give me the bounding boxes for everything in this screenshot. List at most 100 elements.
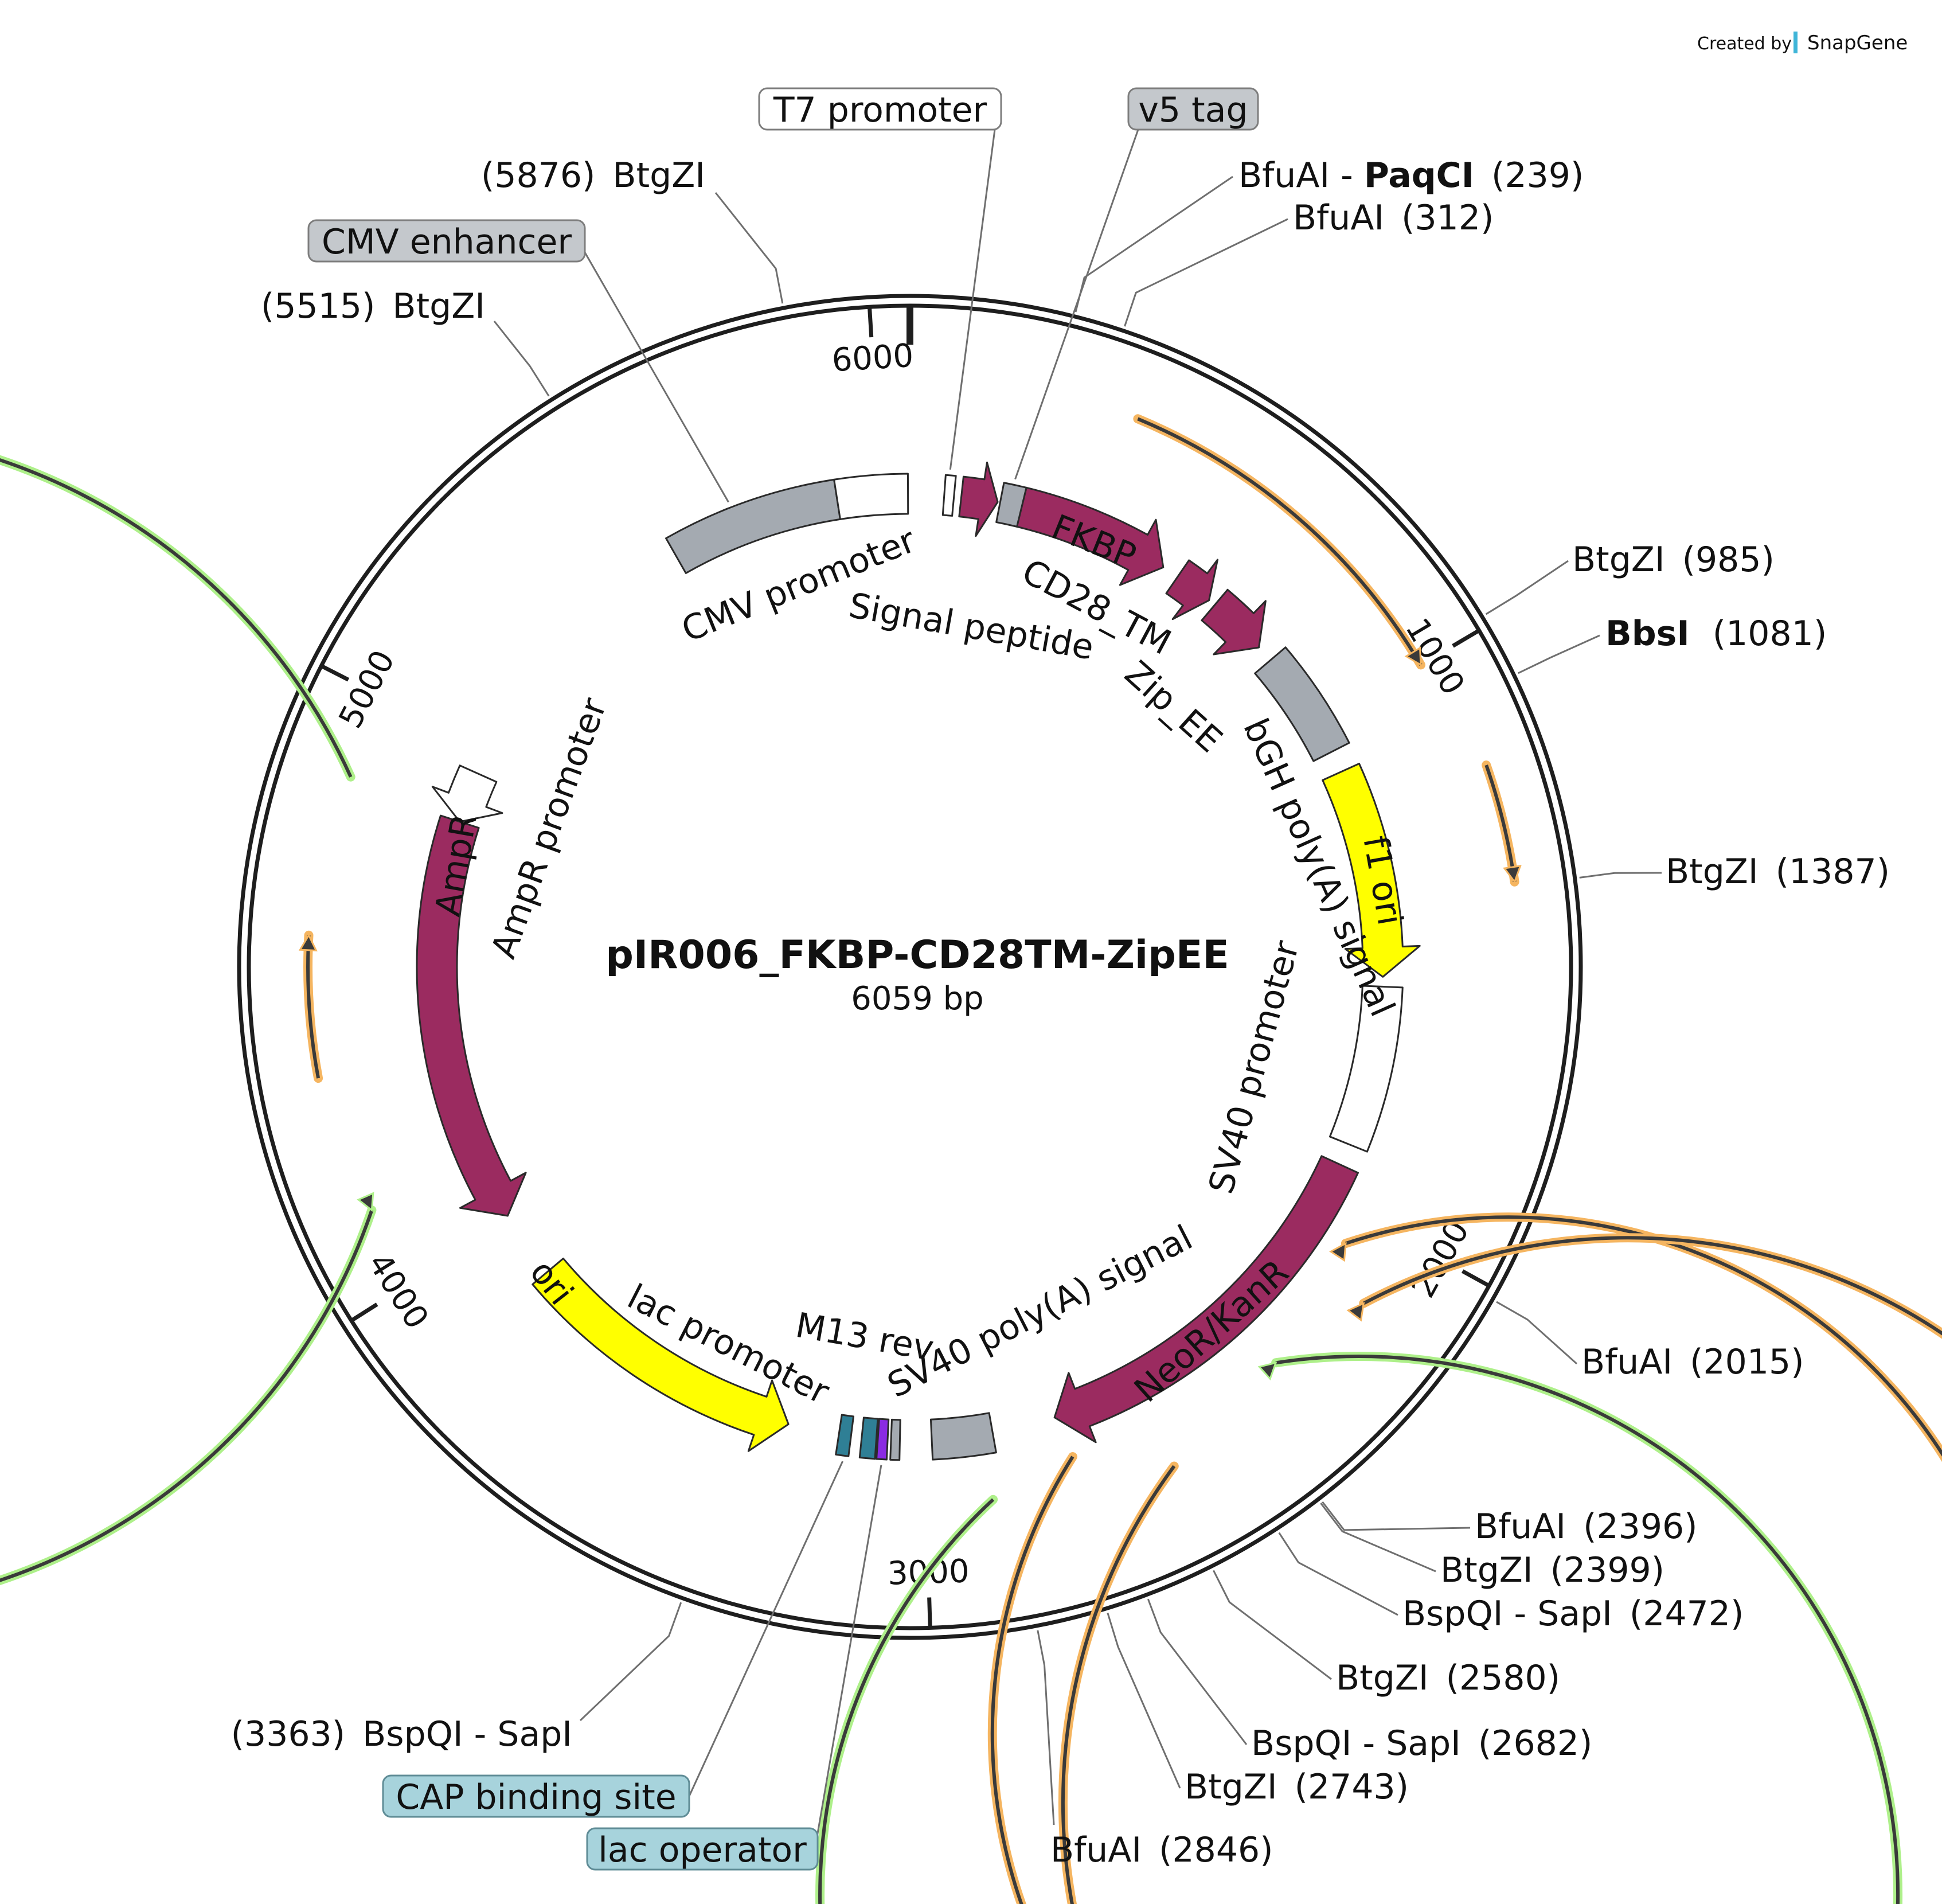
site-bbsi-text: BbsI (1081) bbox=[1605, 614, 1827, 654]
v5-tag-label: v5 tag bbox=[1138, 90, 1248, 130]
backbone-inner-circle bbox=[247, 303, 1573, 1630]
leader-feature-2 bbox=[1014, 129, 1139, 480]
site-btgzi-2743-text: BtgZI (2743) bbox=[1185, 1767, 1409, 1807]
snapgene-credit: Created by SnapGene bbox=[1697, 32, 1908, 54]
primer-2[interactable] bbox=[987, 1212, 1942, 1904]
primer-3[interactable] bbox=[1058, 1233, 1942, 1904]
site-label-btgzi-1387[interactable]: BtgZI (1387) bbox=[1666, 852, 1890, 892]
site-label-bspqi-2472[interactable]: BspQI - SapI (2472) bbox=[1402, 1594, 1744, 1634]
leader-btgzi5515 bbox=[493, 321, 550, 397]
feature-m13-rev[interactable] bbox=[889, 1418, 901, 1461]
tick-label-6000: 6000 bbox=[831, 337, 915, 380]
site-label-bbsi[interactable]: BbsI (1081) bbox=[1605, 614, 1827, 654]
leader-lines bbox=[493, 129, 1662, 1847]
feature-lac-operator[interactable] bbox=[876, 1418, 890, 1461]
feature-f1-ori[interactable] bbox=[1322, 762, 1421, 978]
tick-mark-4000 bbox=[351, 1302, 378, 1322]
zip-ee-label: Zip_EE bbox=[1117, 653, 1230, 760]
site-label-btgzi-5515[interactable]: (5515) BtgZI bbox=[261, 286, 485, 326]
site-btgzi-5876-text: (5876) BtgZI bbox=[481, 155, 705, 196]
feature-zip-ee[interactable] bbox=[1201, 588, 1267, 656]
leader-feature-0 bbox=[584, 252, 729, 503]
feature-ampr[interactable] bbox=[416, 814, 527, 1217]
feature-lac-promoter[interactable] bbox=[858, 1417, 879, 1460]
site-bspqi-2472-text: BspQI - SapI (2472) bbox=[1402, 1594, 1744, 1634]
feature-fkbp[interactable] bbox=[1016, 486, 1165, 586]
leader-paqci bbox=[1074, 175, 1233, 313]
leader-feature-1 bbox=[949, 129, 996, 470]
feature-cap-site[interactable] bbox=[835, 1414, 855, 1457]
credit-prefix: Created by bbox=[1697, 34, 1792, 54]
site-label-bspqi-3363[interactable]: (3363) BspQI - SapI bbox=[231, 1714, 572, 1754]
primer-5[interactable] bbox=[0, 430, 377, 1611]
site-bspqi-3363-text: (3363) BspQI - SapI bbox=[231, 1714, 572, 1754]
tick-mark-1000 bbox=[1452, 629, 1479, 648]
site-label-bfuai-2846[interactable]: BfuAI (2846) bbox=[1050, 1830, 1273, 1870]
feature-ori[interactable] bbox=[532, 1257, 790, 1452]
feature-t7-promoter[interactable] bbox=[941, 474, 957, 517]
feature-cmv-promoter[interactable] bbox=[833, 473, 909, 520]
site-label-btgzi-2580[interactable]: BtgZI (2580) bbox=[1336, 1658, 1560, 1698]
site-label-bfuai-312[interactable]: BfuAI (312) bbox=[1293, 198, 1494, 238]
primer-arrows bbox=[0, 414, 1942, 1904]
site-bspqi-2682-text: BspQI - SapI (2682) bbox=[1251, 1723, 1592, 1763]
leader-btgzi2399 bbox=[1320, 1503, 1436, 1573]
leader-bbsi bbox=[1518, 634, 1600, 674]
feature-cd28-tm[interactable] bbox=[1165, 559, 1219, 621]
site-btgzi-2580-text: BtgZI (2580) bbox=[1336, 1658, 1560, 1698]
site-btgzi-5515-text: (5515) BtgZI bbox=[261, 286, 485, 326]
leader-bfuai2015 bbox=[1496, 1301, 1578, 1365]
feature-sv40-promoter[interactable] bbox=[1328, 985, 1404, 1153]
label-t7-promoter[interactable]: T7 promoter bbox=[758, 87, 1002, 131]
primer-0[interactable] bbox=[1133, 414, 1425, 670]
primer-6[interactable] bbox=[298, 930, 323, 1083]
leader-btgzi5876 bbox=[714, 192, 784, 304]
label-v5-tag[interactable]: v5 tag bbox=[1127, 87, 1259, 131]
leader-feature-3 bbox=[688, 1461, 843, 1797]
tick-mark-6000 bbox=[868, 308, 874, 338]
credit-brand: SnapGene bbox=[1807, 32, 1908, 54]
feature-ampr-promoter[interactable] bbox=[431, 764, 503, 823]
plasmid-size: 6059 bp bbox=[851, 980, 983, 1017]
label-lac-operator[interactable]: lac operator bbox=[586, 1827, 819, 1871]
cmv-enhancer-label: CMV enhancer bbox=[322, 222, 572, 262]
label-cap-site[interactable]: CAP binding site bbox=[382, 1774, 690, 1818]
cap-site-label: CAP binding site bbox=[396, 1777, 676, 1817]
leader-feature-4 bbox=[814, 1465, 882, 1847]
primer-4[interactable] bbox=[815, 1352, 1903, 1904]
feature-bgh-polya[interactable] bbox=[1254, 646, 1350, 762]
snapgene-logo-icon bbox=[1793, 32, 1798, 53]
site-btgzi-1387-text: BtgZI (1387) bbox=[1666, 852, 1890, 892]
site-bfuai-2015-text: BfuAI (2015) bbox=[1581, 1342, 1804, 1382]
site-label-btgzi-985[interactable]: BtgZI (985) bbox=[1572, 540, 1775, 580]
site-label-bfuai-2396[interactable]: BfuAI (2396) bbox=[1475, 1507, 1698, 1547]
backbone-outer-circle bbox=[237, 294, 1583, 1640]
primer-1[interactable] bbox=[1482, 760, 1522, 887]
lac-operator-label: lac operator bbox=[598, 1830, 807, 1870]
leader-btgzi2580 bbox=[1213, 1570, 1332, 1680]
site-bfuai-312-text: BfuAI (312) bbox=[1293, 198, 1494, 238]
site-label-btgzi-2399[interactable]: BtgZI (2399) bbox=[1440, 1550, 1664, 1590]
leader-btgzi2743 bbox=[1107, 1612, 1181, 1789]
site-label-bspqi-2682[interactable]: BspQI - SapI (2682) bbox=[1251, 1723, 1592, 1763]
tick-mark-3000 bbox=[927, 1597, 932, 1626]
feature-neor-kanr[interactable] bbox=[1053, 1155, 1359, 1443]
site-label-paqci[interactable]: BfuAI - PaqCI (239) bbox=[1238, 155, 1584, 196]
site-label-btgzi-5876[interactable]: (5876) BtgZI bbox=[481, 155, 705, 196]
site-bfuai-2846-text: BfuAI (2846) bbox=[1050, 1830, 1273, 1870]
tick-mark-5000 bbox=[322, 665, 350, 682]
label-cmv-enhancer[interactable]: CMV enhancer bbox=[307, 219, 586, 263]
tick-label-4000: 4000 bbox=[361, 1247, 436, 1336]
tick-mark-2000 bbox=[1461, 1269, 1489, 1287]
site-paqci-text: BfuAI - PaqCI (239) bbox=[1238, 155, 1584, 196]
leader-bfuai2846 bbox=[1037, 1630, 1055, 1825]
leader-bspqi3363 bbox=[579, 1602, 682, 1722]
site-label-bfuai-2015[interactable]: BfuAI (2015) bbox=[1581, 1342, 1804, 1382]
feature-arcs bbox=[416, 461, 1421, 1461]
feature-sv40-polya[interactable] bbox=[929, 1412, 997, 1461]
feature-signal-peptide[interactable] bbox=[958, 461, 999, 537]
m13-rev-label: M13 rev bbox=[792, 1305, 936, 1369]
site-bfuai-2396-text: BfuAI (2396) bbox=[1475, 1507, 1698, 1547]
site-label-btgzi-2743[interactable]: BtgZI (2743) bbox=[1185, 1767, 1409, 1807]
